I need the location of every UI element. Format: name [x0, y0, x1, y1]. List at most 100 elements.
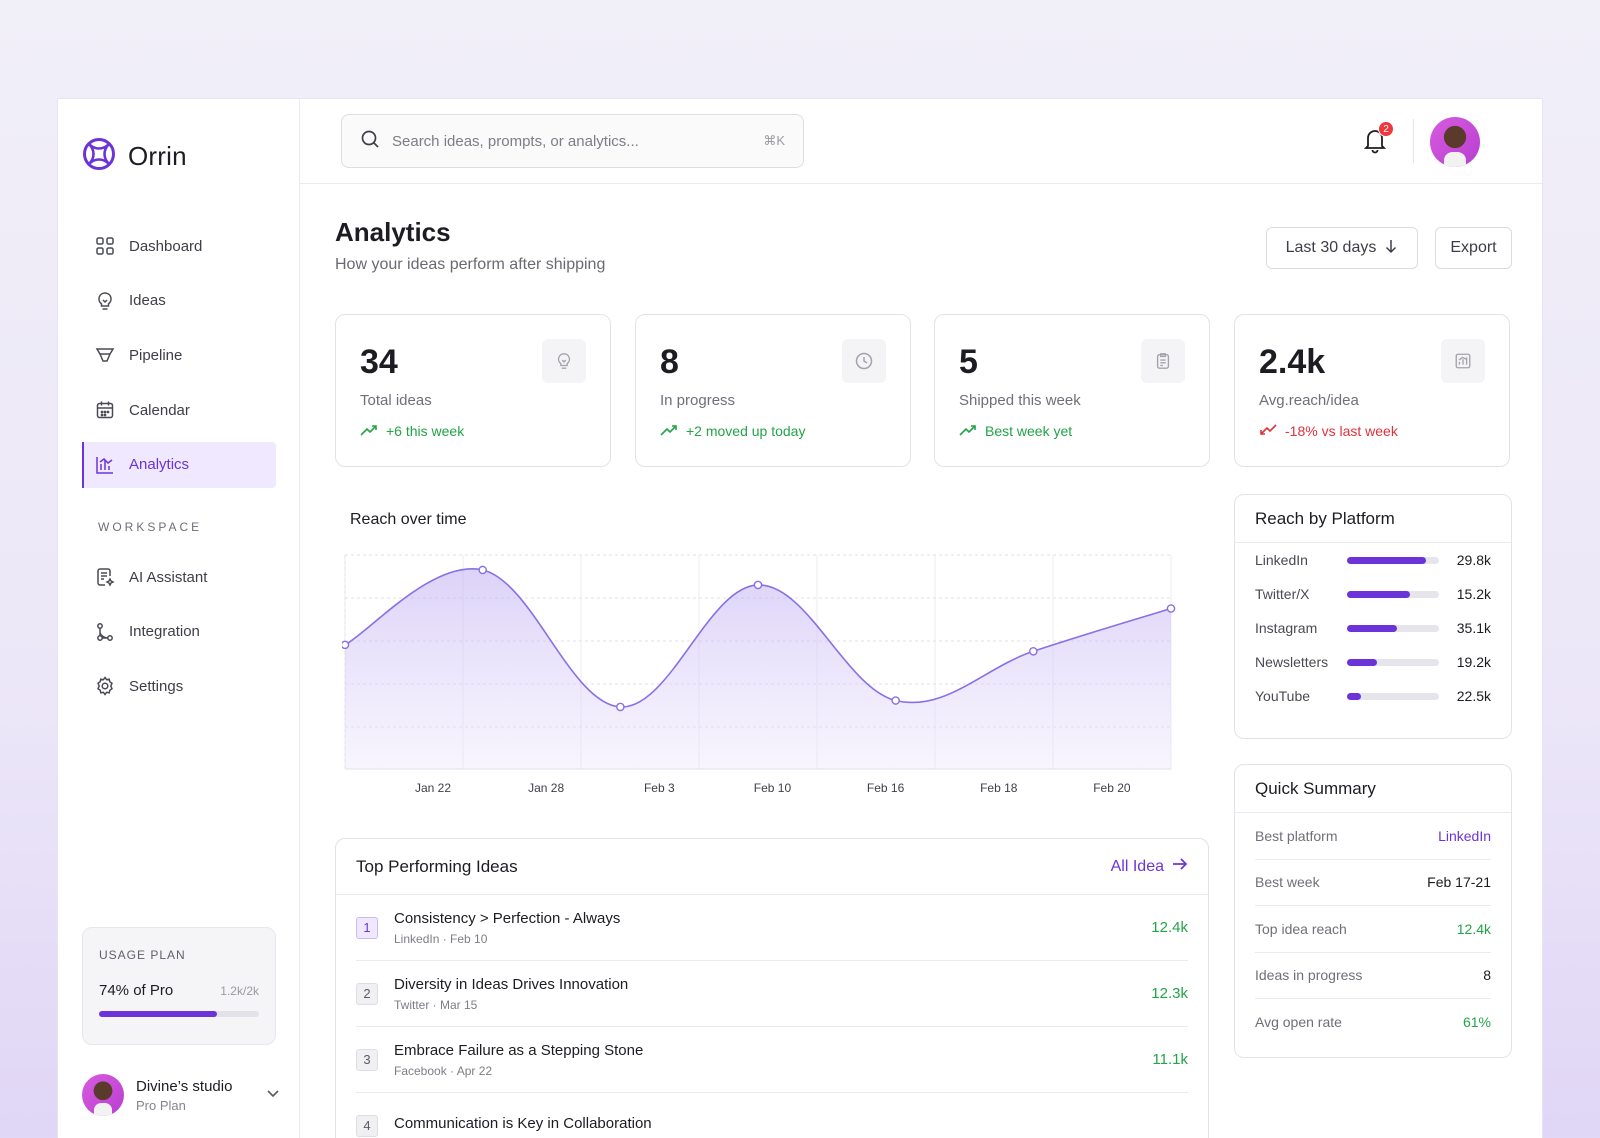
clock-icon: [842, 339, 886, 383]
data-point: [1166, 604, 1176, 613]
all-ideas-link[interactable]: All Idea: [1111, 857, 1188, 876]
workspace-heading: WORKSPACE: [98, 520, 203, 534]
stat-label: Avg.reach/idea: [1259, 392, 1359, 409]
ai-document-icon: [95, 567, 115, 587]
platform-row: Twitter/X 15.2k: [1235, 577, 1511, 611]
page-subtitle: How your ideas perform after shipping: [335, 256, 606, 273]
arrow-down-icon: [1384, 238, 1398, 259]
platform-value: 35.1k: [1456, 620, 1491, 636]
platform-bar: [1347, 556, 1439, 564]
calendar-icon: [95, 400, 115, 420]
rank-badge: 1: [356, 916, 378, 939]
sidebar-item-label: Dashboard: [129, 237, 203, 255]
usage-progress-fill: [99, 1011, 218, 1017]
app-window: Orrin Dashboard Ideas Pipeline: [57, 98, 1543, 1138]
platform-bar-fill: [1347, 590, 1410, 598]
search-input[interactable]: [392, 132, 752, 150]
page-title: Analytics: [335, 217, 451, 247]
trend-up-icon: [959, 423, 977, 439]
summary-value: 12.4k: [1456, 920, 1491, 937]
stat-card-avg-reach: 2.4k Avg.reach/idea -18% vs last week: [1234, 314, 1510, 467]
funnel-icon: [95, 345, 115, 365]
x-tick-label: Feb 18: [980, 781, 1018, 795]
table-row[interactable]: 3 Embrace Failure as a Stepping Stone Fa…: [356, 1027, 1188, 1093]
integration-icon: [95, 622, 115, 642]
profile-switcher[interactable]: Divine’s studio Pro Plan: [82, 1074, 282, 1116]
summary-value: LinkedIn: [1438, 827, 1491, 844]
platform-value: 15.2k: [1456, 586, 1491, 602]
brand[interactable]: Orrin: [82, 137, 187, 176]
export-button[interactable]: Export: [1435, 227, 1512, 269]
divider: [1413, 119, 1414, 163]
platform-name: Instagram: [1255, 620, 1318, 636]
stat-label: Shipped this week: [959, 392, 1081, 409]
sidebar-item-analytics[interactable]: Analytics: [82, 441, 276, 488]
sidebar-item-dashboard[interactable]: Dashboard: [82, 223, 276, 269]
stat-value: 8: [660, 343, 679, 381]
sidebar-item-pipeline[interactable]: Pipeline: [82, 332, 276, 378]
summary-label: Top idea reach: [1255, 920, 1347, 937]
search-icon: [360, 129, 380, 154]
sidebar-item-label: Ideas: [129, 292, 166, 310]
table-row[interactable]: 4 Communication is Key in Collaboration: [356, 1093, 1188, 1138]
top-bar: ⌘K 2: [300, 99, 1542, 184]
quick-summary-card: Quick Summary Best platform LinkedIn Best …: [1234, 764, 1512, 1058]
platform-bar-fill: [1347, 692, 1361, 700]
sidebar-item-ideas[interactable]: Ideas: [82, 278, 276, 324]
platform-value: 19.2k: [1456, 654, 1491, 670]
platform-bar-fill: [1347, 658, 1378, 666]
clipboard-icon: [1141, 339, 1185, 383]
idea-title: Communication is Key in Collaboration: [394, 1114, 652, 1132]
arrow-right-icon: [1172, 857, 1188, 876]
idea-meta: Facebook · Apr 22: [394, 1063, 493, 1078]
sidebar-item-ai-assistant[interactable]: AI Assistant: [82, 554, 276, 600]
usage-plan-card: USAGE PLAN 74% of Pro 1.2k/2k: [82, 927, 276, 1045]
summary-row: Best week Feb 17-21: [1255, 860, 1491, 906]
platform-bar: [1347, 590, 1439, 598]
usage-progress-bar: [99, 1011, 259, 1017]
platform-value: 22.5k: [1456, 688, 1491, 704]
sidebar-item-label: Integration: [129, 623, 200, 641]
stat-value: 5: [959, 343, 978, 381]
usage-plan-label: USAGE PLAN: [99, 948, 186, 962]
summary-row: Top idea reach 12.4k: [1255, 906, 1491, 953]
notifications-button[interactable]: 2: [1360, 121, 1394, 159]
stat-trend: +2 moved up today: [660, 423, 805, 439]
gear-icon: [95, 676, 115, 697]
idea-meta: Twitter · Mar 15: [394, 997, 478, 1012]
sidebar-item-label: AI Assistant: [129, 568, 208, 586]
usage-plan-count: 1.2k/2k: [220, 984, 259, 998]
profile-name: Divine’s studio: [136, 1077, 233, 1095]
sidebar-item-label: Pipeline: [129, 346, 183, 364]
platform-bar-fill: [1347, 556, 1427, 564]
trend-up-icon: [360, 423, 378, 439]
x-tick-label: Feb 20: [1093, 781, 1131, 795]
chevron-down-icon[interactable]: [264, 1084, 282, 1107]
bell-icon: [1360, 130, 1390, 159]
data-point: [478, 565, 487, 575]
summary-row: Avg open rate 61%: [1255, 999, 1491, 1046]
grid-icon: [95, 236, 115, 256]
sidebar-item-label: Settings: [129, 677, 184, 695]
trend-up-icon: [660, 423, 678, 439]
sidebar-item-integration[interactable]: Integration: [82, 609, 276, 655]
sidebar-item-settings[interactable]: Settings: [82, 663, 276, 709]
idea-reach: 11.1k: [1152, 1051, 1188, 1068]
platform-name: Twitter/X: [1255, 586, 1310, 602]
idea-meta: LinkedIn · Feb 10: [394, 931, 488, 946]
sidebar: Orrin Dashboard Ideas Pipeline: [58, 99, 300, 1138]
sidebar-item-calendar[interactable]: Calendar: [82, 387, 276, 433]
search-box[interactable]: ⌘K: [341, 114, 804, 168]
idea-title: Consistency > Perfection - Always: [394, 909, 621, 927]
stat-card-in-progress: 8 In progress +2 moved up today: [635, 314, 911, 467]
date-range-button[interactable]: Last 30 days: [1266, 227, 1418, 269]
platform-name: Newsletters: [1255, 654, 1329, 670]
app-name: Orrin: [128, 141, 187, 171]
platform-row: Newsletters 19.2k: [1235, 645, 1511, 679]
rank-badge: 2: [356, 982, 378, 1005]
table-row[interactable]: 2 Diversity in Ideas Drives Innovation T…: [356, 961, 1188, 1027]
avatar[interactable]: [1430, 117, 1480, 167]
stat-label: In progress: [660, 392, 736, 409]
table-row[interactable]: 1 Consistency > Perfection - Always Link…: [356, 895, 1188, 961]
summary-row: Ideas in progress 8: [1255, 953, 1491, 999]
